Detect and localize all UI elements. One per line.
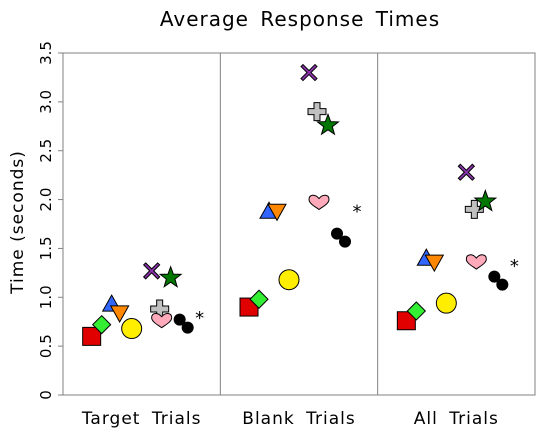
- marker-triangle-down: [109, 305, 130, 323]
- cross-mark: [307, 102, 327, 122]
- y-tick-label: 2.5: [37, 139, 55, 163]
- marker-diamond: [406, 301, 427, 321]
- plot-frame: [62, 52, 536, 396]
- star-mark: [316, 112, 340, 136]
- marker-triangle-down: [267, 203, 287, 222]
- heart-mark: [151, 312, 173, 329]
- heart-mark: [465, 254, 487, 270]
- diamond-mark: [249, 289, 269, 309]
- marker-heart: [151, 312, 173, 329]
- asterisk-mark: *: [195, 308, 204, 329]
- marker-cross: [464, 199, 484, 219]
- y-tick-label: 1.5: [37, 236, 55, 260]
- marker-x: [142, 262, 161, 280]
- marker-x: [457, 163, 476, 181]
- triangle-down-mark: [267, 203, 287, 222]
- marker-double-dot: [488, 270, 509, 291]
- x-category-label: Target Trials: [81, 409, 202, 429]
- dot-mark: [488, 270, 501, 283]
- dot-mark: [496, 278, 509, 291]
- marker-circle: [278, 269, 300, 291]
- marker-cross: [307, 102, 327, 122]
- y-tick-label: 2.0: [37, 188, 55, 212]
- chart-title: Average Response Times: [160, 7, 440, 31]
- circle-mark: [278, 269, 300, 291]
- marker-diamond: [91, 314, 112, 335]
- marker-triangle-down: [424, 254, 445, 273]
- dot-mark: [331, 227, 343, 240]
- marker-asterisk: *: [195, 308, 204, 329]
- x-category-label: Blank Trials: [242, 409, 355, 429]
- x-mark: [142, 262, 161, 280]
- dot-mark: [339, 235, 351, 248]
- triangle-down-mark: [424, 254, 445, 273]
- cross-mark: [464, 199, 484, 219]
- heart-mark: [308, 194, 330, 211]
- x-category-label: All Trials: [414, 409, 499, 429]
- y-axis-label: Time (seconds): [8, 150, 28, 295]
- triangle-down-mark: [109, 305, 130, 323]
- asterisk-mark: *: [510, 256, 519, 277]
- y-tick-label: 3.5: [37, 41, 55, 65]
- marker-heart: [308, 194, 330, 211]
- square-mark: [82, 326, 102, 346]
- marker-asterisk: *: [510, 256, 519, 277]
- dot-mark: [181, 321, 194, 334]
- star-mark: [473, 189, 498, 212]
- marker-star: [316, 112, 340, 136]
- y-tick-label: 0: [37, 390, 55, 400]
- circle-mark: [121, 318, 143, 340]
- marker-square: [396, 311, 416, 331]
- dot-mark: [173, 313, 186, 326]
- marker-circle: [121, 318, 143, 340]
- diamond-mark: [406, 301, 427, 321]
- marker-double-dot: [173, 313, 194, 334]
- diamond-mark: [91, 314, 112, 335]
- square-mark: [396, 311, 416, 331]
- y-tick-label: 1.0: [37, 285, 55, 309]
- x-mark: [457, 163, 476, 181]
- x-mark: [300, 63, 318, 82]
- marker-x: [300, 63, 318, 82]
- marker-star: [158, 265, 183, 288]
- marker-circle: [435, 292, 457, 314]
- marker-asterisk: *: [353, 201, 362, 222]
- circle-mark: [435, 292, 457, 314]
- asterisk-mark: *: [353, 201, 362, 222]
- plot-area: 0 0.5 1.0 1.5 2.0 2.5 3.0 3.5 Target Trials Blank…: [37, 41, 536, 429]
- marker-heart: [465, 254, 487, 270]
- star-mark: [158, 265, 183, 288]
- marker-double-dot: [331, 227, 351, 248]
- y-tick-label: 3.0: [37, 90, 55, 114]
- y-tick-label: 0.5: [37, 334, 55, 358]
- marker-diamond: [249, 289, 269, 309]
- marker-star: [473, 189, 498, 212]
- marker-square: [82, 326, 102, 346]
